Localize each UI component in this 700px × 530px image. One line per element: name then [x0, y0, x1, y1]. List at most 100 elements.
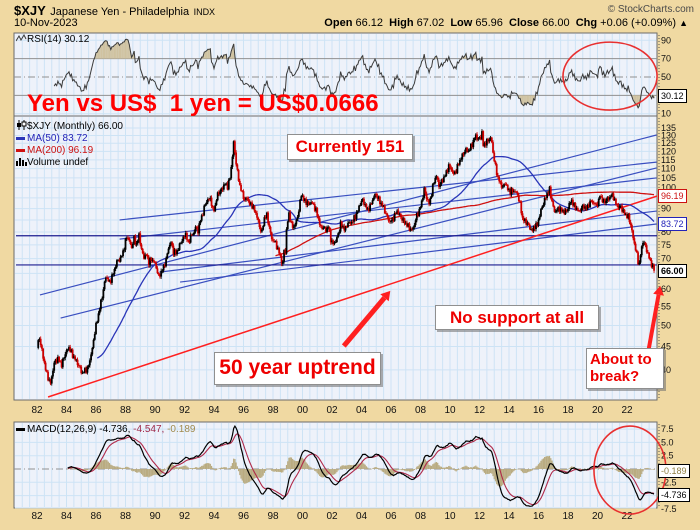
- svg-text:02: 02: [326, 405, 338, 416]
- candlestick-icon: [17, 120, 27, 130]
- svg-text:82: 82: [31, 511, 43, 522]
- svg-text:7.5: 7.5: [661, 424, 674, 434]
- close-label: Close: [509, 17, 539, 29]
- macd-hist-value: -0.189: [167, 424, 196, 435]
- legend-ma50-label: MA(50) 83.72: [27, 133, 88, 144]
- open-label: Open: [324, 17, 353, 29]
- svg-text:06: 06: [385, 405, 397, 416]
- rsi-legend: RSI(14) 30.12: [15, 33, 90, 46]
- chart-date: 10-Nov-2023: [14, 17, 78, 29]
- svg-text:70: 70: [661, 54, 671, 64]
- break-arrow-head: [653, 285, 664, 296]
- legend-volume-label: Volume undef: [27, 157, 89, 168]
- svg-text:92: 92: [179, 511, 191, 522]
- chg-label: Chg: [575, 17, 598, 29]
- annotation-uptrend: 50 year uptrend: [214, 352, 381, 385]
- svg-text:06: 06: [385, 511, 397, 522]
- price-plot: [16, 129, 657, 398]
- ma50-line-icon: [16, 136, 25, 140]
- svg-text:90: 90: [149, 511, 161, 522]
- rsi-value-box: 30.12: [658, 89, 687, 103]
- legend-ma200-row: MA(200) 96.19: [16, 145, 123, 157]
- quote-summary: Open 66.12 High 67.02 Low 65.96 Close 66…: [324, 17, 688, 29]
- macd-line-icon: [16, 427, 25, 431]
- svg-text:110: 110: [661, 164, 675, 174]
- svg-text:82: 82: [31, 405, 43, 416]
- svg-text:84: 84: [61, 511, 73, 522]
- copyright-label: © StockCharts.com: [607, 4, 694, 15]
- svg-text:100: 100: [661, 183, 676, 193]
- symbol-label: $XJY: [14, 3, 46, 18]
- svg-text:10: 10: [444, 405, 456, 416]
- svg-text:105: 105: [661, 173, 676, 183]
- main-legend: $XJY (Monthly) 66.00 MA(50) 83.72 MA(200…: [16, 120, 123, 169]
- legend-symbol-label: $XJY (Monthly) 66.00: [27, 121, 123, 132]
- svg-text:00: 00: [297, 405, 309, 416]
- svg-text:12: 12: [474, 405, 486, 416]
- svg-text:130: 130: [661, 130, 676, 140]
- svg-text:88: 88: [120, 405, 132, 416]
- svg-text:96: 96: [238, 511, 250, 522]
- svg-text:5.0: 5.0: [661, 437, 674, 447]
- rsi-circle-annotation: [562, 41, 658, 111]
- macd-legend: MACD(12,26,9) -4.736, -4.547, -0.189: [16, 424, 195, 436]
- annotation-no-support: No support at all: [435, 305, 599, 330]
- svg-text:75: 75: [661, 240, 671, 250]
- svg-text:90: 90: [661, 204, 671, 214]
- macd-hist-value-box: -0.189: [658, 464, 690, 478]
- open-value: 66.12: [355, 17, 384, 29]
- svg-text:20: 20: [592, 511, 604, 522]
- annotation-about-to-break: About to break?: [586, 348, 664, 389]
- svg-text:84: 84: [61, 405, 73, 416]
- svg-text:88: 88: [120, 511, 132, 522]
- annotation-title: Yen vs US$ 1 yen = US$0.0666: [27, 90, 379, 117]
- svg-text:98: 98: [267, 511, 279, 522]
- x-axis-labels: 82 82 84 84 86 86 88 88 90 90 92 92 94 94 96 96 98 98 00 00…: [31, 405, 633, 522]
- macd-value-box: -4.736: [658, 488, 690, 502]
- svg-text:50: 50: [661, 72, 671, 82]
- svg-text:96: 96: [238, 405, 250, 416]
- svg-text:135: 135: [661, 123, 676, 133]
- legend-ma200-label: MA(200) 96.19: [27, 145, 94, 156]
- svg-text:04: 04: [356, 405, 368, 416]
- svg-text:115: 115: [661, 155, 675, 165]
- svg-text:125: 125: [661, 138, 676, 148]
- svg-text:60: 60: [661, 284, 671, 294]
- svg-text:08: 08: [415, 511, 427, 522]
- svg-text:-7.5: -7.5: [661, 504, 677, 514]
- svg-text:18: 18: [562, 405, 574, 416]
- svg-text:10: 10: [444, 511, 456, 522]
- svg-text:94: 94: [208, 405, 220, 416]
- ma200-line-icon: [16, 148, 25, 152]
- break-arrow: [646, 294, 661, 352]
- svg-text:92: 92: [179, 405, 191, 416]
- svg-text:22: 22: [621, 511, 633, 522]
- up-triangle-icon: ▲: [679, 18, 688, 28]
- svg-text:50: 50: [661, 320, 671, 330]
- macd-plot: [67, 425, 655, 507]
- quote-row: 10-Nov-2023 Open 66.12 High 67.02 Low 65…: [14, 17, 694, 31]
- svg-text:45: 45: [661, 341, 671, 351]
- macd-signal-value: -4.547,: [133, 424, 165, 435]
- macd-legend-label: MACD(12,26,9) -4.736,: [27, 424, 131, 435]
- ma200-value-box: 96.19: [658, 189, 687, 203]
- svg-text:16: 16: [533, 511, 545, 522]
- legend-volume-row: Volume undef: [16, 157, 123, 169]
- svg-text:02: 02: [326, 511, 338, 522]
- svg-text:12: 12: [474, 511, 486, 522]
- svg-text:55: 55: [661, 302, 671, 312]
- svg-text:18: 18: [562, 511, 574, 522]
- svg-text:14: 14: [503, 405, 515, 416]
- svg-text:86: 86: [90, 511, 102, 522]
- high-label: High: [389, 17, 414, 29]
- rsi-legend-label: RSI(14) 30.12: [27, 34, 90, 45]
- rsi-squiggle-icon: [15, 33, 27, 42]
- low-label: Low: [450, 17, 473, 29]
- symbol-name: Japanese Yen - Philadelphia: [50, 6, 190, 18]
- volume-bars-icon: [16, 158, 27, 166]
- uptrend-arrow-head: [380, 290, 391, 302]
- svg-text:90: 90: [661, 35, 671, 45]
- svg-text:120: 120: [661, 146, 676, 156]
- legend-symbol-row: $XJY (Monthly) 66.00: [16, 120, 123, 133]
